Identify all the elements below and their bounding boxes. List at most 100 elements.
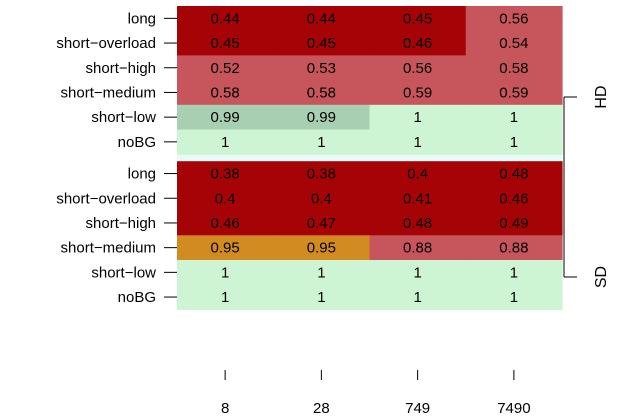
cell-value-label: 1 xyxy=(221,264,229,281)
cell-value-label: 1 xyxy=(317,264,325,281)
cell-value-label: 0.38 xyxy=(211,166,240,183)
cell-value-label: 0.4 xyxy=(407,166,428,183)
cell-value-label: 0.56 xyxy=(403,60,432,77)
heatmap-cell xyxy=(369,80,467,106)
cell-value-label: 0.38 xyxy=(307,166,336,183)
heatmap-cell xyxy=(273,260,371,286)
cell-value-label: 0.46 xyxy=(499,190,528,207)
cell-value-label: 0.99 xyxy=(211,109,240,126)
heatmap-cell xyxy=(177,80,274,106)
row-label: short−low xyxy=(91,264,156,281)
cell-value-label: 0.44 xyxy=(211,10,240,27)
heatmap-cell xyxy=(369,6,467,32)
row-label: short−medium xyxy=(61,84,156,101)
heatmap-cell xyxy=(369,284,467,310)
heatmap-cell xyxy=(177,185,274,212)
heatmap-cell xyxy=(369,55,467,81)
heatmap-cell xyxy=(273,6,371,32)
heatmap-cell xyxy=(465,80,563,106)
heatmap-cell xyxy=(273,30,371,56)
row-axis: long short−overload short−high short−medium… xyxy=(56,10,177,306)
heatmap-cell xyxy=(177,235,274,261)
column-label: 28 xyxy=(313,400,330,417)
heatmap-cell xyxy=(177,284,274,310)
row-label: short−low xyxy=(91,109,156,126)
heatmap-cell xyxy=(465,161,563,187)
cell-value-label: 1 xyxy=(510,109,518,126)
cell-value-label: 0.56 xyxy=(499,10,528,27)
cell-value-label: 0.48 xyxy=(499,166,528,183)
cell-value-label: 1 xyxy=(413,264,421,281)
heatmap-cell xyxy=(369,210,467,236)
heatmap-cell xyxy=(465,260,563,286)
heatmap-cell xyxy=(369,235,467,261)
cell-value-label: 0.45 xyxy=(403,10,432,27)
row-label: short−overload xyxy=(56,35,156,52)
row-label: short−high xyxy=(86,60,156,77)
heatmap-cell xyxy=(465,104,563,131)
heatmap-cell xyxy=(177,55,274,81)
group-label: SD xyxy=(593,266,610,288)
heatmap-cell xyxy=(369,185,467,212)
row-label: long xyxy=(128,166,156,183)
heatmap-cell xyxy=(273,185,371,212)
heatmap-cell xyxy=(273,161,371,187)
column-label: 7490 xyxy=(497,400,530,417)
cell-value-label: 1 xyxy=(317,134,325,151)
heatmap-cell xyxy=(465,235,563,261)
row-label: long xyxy=(128,10,156,27)
heatmap-cell xyxy=(369,129,467,155)
cell-value-label: 0.46 xyxy=(403,35,432,52)
heatmap-cell xyxy=(465,210,563,236)
heatmap-cell xyxy=(177,6,274,32)
heatmap-cell xyxy=(177,161,274,187)
cell-value-label: 0.4 xyxy=(311,190,332,207)
heatmap-cell xyxy=(465,30,563,56)
cell-value-label: 1 xyxy=(413,134,421,151)
row-label: noBG xyxy=(118,289,156,306)
cell-value-label: 0.59 xyxy=(499,84,528,101)
heatmap-cell xyxy=(369,104,467,131)
group-axis: HD SD xyxy=(563,85,610,288)
heatmap-cell xyxy=(273,129,371,155)
heatmap-cell xyxy=(465,185,563,212)
cell-value-label: 0.54 xyxy=(499,35,528,52)
cell-value-label: 1 xyxy=(510,264,518,281)
group-label: HD xyxy=(593,85,610,108)
heatmap-cell xyxy=(465,6,563,32)
cell-value-label: 0.95 xyxy=(307,240,336,257)
cell-value-label: 0.58 xyxy=(499,60,528,77)
row-label: short−high xyxy=(86,215,156,232)
group-gap xyxy=(177,154,562,162)
cell-value-label: 0.45 xyxy=(307,35,336,52)
heatmap-cell xyxy=(369,161,467,187)
cell-value-label: 1 xyxy=(413,109,421,126)
cell-value-label: 1 xyxy=(510,134,518,151)
cell-value-label: 0.59 xyxy=(403,84,432,101)
heatmap-cell xyxy=(273,104,371,131)
row-label: short−medium xyxy=(61,240,156,257)
heatmap-cell xyxy=(177,104,274,131)
heatmap-cell xyxy=(369,260,467,286)
cell-value-label: 0.58 xyxy=(307,84,336,101)
cell-value-label: 0.88 xyxy=(403,240,432,257)
column-axis: 8 28 749 7490 xyxy=(221,370,531,417)
cell-value-label: 0.41 xyxy=(403,190,432,207)
heatmap-cell xyxy=(465,129,563,155)
cell-value-label: 0.46 xyxy=(211,215,240,232)
heatmap-cell xyxy=(273,235,371,261)
cell-value-label: 0.49 xyxy=(499,215,528,232)
cell-value-label: 0.53 xyxy=(307,60,336,77)
column-label: 749 xyxy=(405,400,430,417)
heatmap-cell xyxy=(273,284,371,310)
cell-value-label: 0.95 xyxy=(211,240,240,257)
cell-value-label: 1 xyxy=(413,289,421,306)
heatmap-cell xyxy=(465,55,563,81)
group-gap-band xyxy=(177,154,562,162)
heatmap-cell xyxy=(273,80,371,106)
heatmap-cell xyxy=(273,210,371,236)
heatmap-cell xyxy=(177,210,274,236)
heatmap-cell xyxy=(465,284,563,310)
cell-value-label: 1 xyxy=(221,289,229,306)
